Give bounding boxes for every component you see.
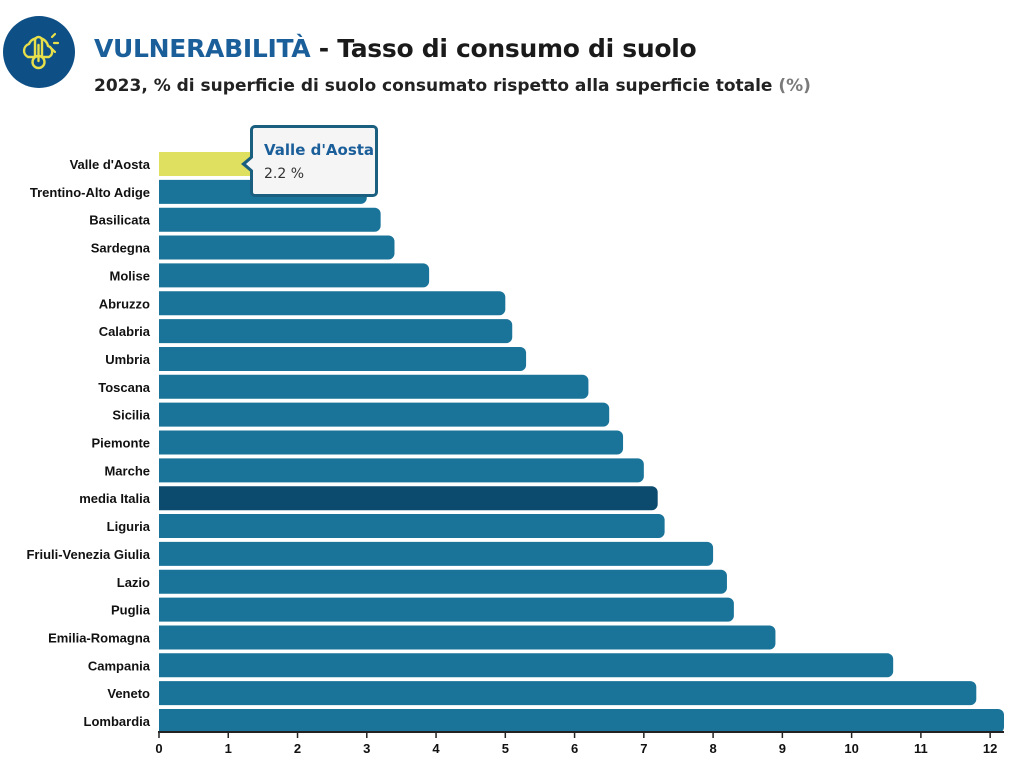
tooltip-value: 2.2 % bbox=[264, 166, 305, 182]
category-label: Puglia bbox=[111, 603, 151, 618]
category-label: Liguria bbox=[107, 519, 151, 534]
chart-subtitle-text: 2023, % di superficie di suolo consumato… bbox=[94, 76, 779, 96]
x-tick-label: 9 bbox=[779, 741, 786, 756]
bar bbox=[159, 374, 589, 399]
category-label: Basilicata bbox=[89, 213, 150, 228]
x-tick-label: 4 bbox=[432, 741, 440, 756]
chart-title: VULNERABILITÀ - Tasso di consumo di suol… bbox=[94, 34, 697, 63]
category-label: Campania bbox=[88, 658, 151, 673]
category-label: Emilia-Romagna bbox=[48, 630, 151, 645]
category-label: Calabria bbox=[99, 324, 151, 339]
bar bbox=[159, 653, 894, 678]
chart-title-rest: - Tasso di consumo di suolo bbox=[310, 34, 697, 63]
chart-subtitle: 2023, % di superficie di suolo consumato… bbox=[94, 76, 811, 96]
x-tick-label: 10 bbox=[844, 741, 858, 756]
x-tick-label: 2 bbox=[294, 741, 301, 756]
chart-title-accent: VULNERABILITÀ bbox=[94, 34, 311, 63]
bar bbox=[159, 430, 624, 455]
tooltip: Valle d'Aosta 2.2 % bbox=[241, 125, 378, 197]
chart-subtitle-unit: (%) bbox=[778, 76, 811, 96]
brand-logo bbox=[3, 16, 75, 88]
bar bbox=[159, 709, 1004, 733]
tooltip-title: Valle d'Aosta bbox=[264, 141, 375, 159]
x-tick-label: 0 bbox=[155, 741, 162, 756]
category-label: Lazio bbox=[117, 575, 150, 590]
thermometer-sun-cloud-icon bbox=[22, 32, 60, 70]
category-label: Valle d'Aosta bbox=[70, 157, 151, 172]
bar bbox=[159, 597, 734, 622]
category-label: Friuli-Venezia Giulia bbox=[26, 547, 150, 562]
bar bbox=[159, 681, 977, 706]
bar bbox=[159, 346, 527, 371]
category-label: Trentino-Alto Adige bbox=[30, 185, 150, 200]
category-label: Lombardia bbox=[84, 714, 151, 729]
category-label: Sicilia bbox=[112, 408, 150, 423]
x-tick-label: 8 bbox=[709, 741, 716, 756]
category-label: Sardegna bbox=[91, 241, 151, 256]
bar bbox=[159, 207, 381, 232]
bar bbox=[159, 569, 727, 594]
bar bbox=[159, 402, 610, 427]
bar bbox=[159, 263, 430, 288]
category-label: media Italia bbox=[79, 491, 151, 506]
category-label: Marche bbox=[104, 463, 150, 478]
category-label: Abruzzo bbox=[99, 296, 150, 311]
bar bbox=[159, 625, 776, 650]
x-tick-label: 1 bbox=[225, 741, 232, 756]
bar bbox=[159, 486, 658, 511]
category-label: Veneto bbox=[107, 686, 150, 701]
x-tick-label: 11 bbox=[914, 741, 928, 756]
x-tick-label: 6 bbox=[571, 741, 578, 756]
bar bbox=[159, 319, 513, 344]
category-label: Piemonte bbox=[91, 436, 150, 451]
category-label: Toscana bbox=[98, 380, 151, 395]
bar bbox=[159, 514, 665, 539]
category-label: Molise bbox=[110, 268, 150, 283]
x-tick-label: 12 bbox=[983, 741, 997, 756]
bar bbox=[159, 291, 506, 316]
x-tick-label: 7 bbox=[640, 741, 647, 756]
bar bbox=[159, 458, 644, 483]
x-tick-label: 5 bbox=[502, 741, 509, 756]
category-label: Umbria bbox=[105, 352, 151, 367]
bar bbox=[159, 541, 714, 566]
x-tick-label: 3 bbox=[363, 741, 370, 756]
bar bbox=[159, 235, 395, 260]
